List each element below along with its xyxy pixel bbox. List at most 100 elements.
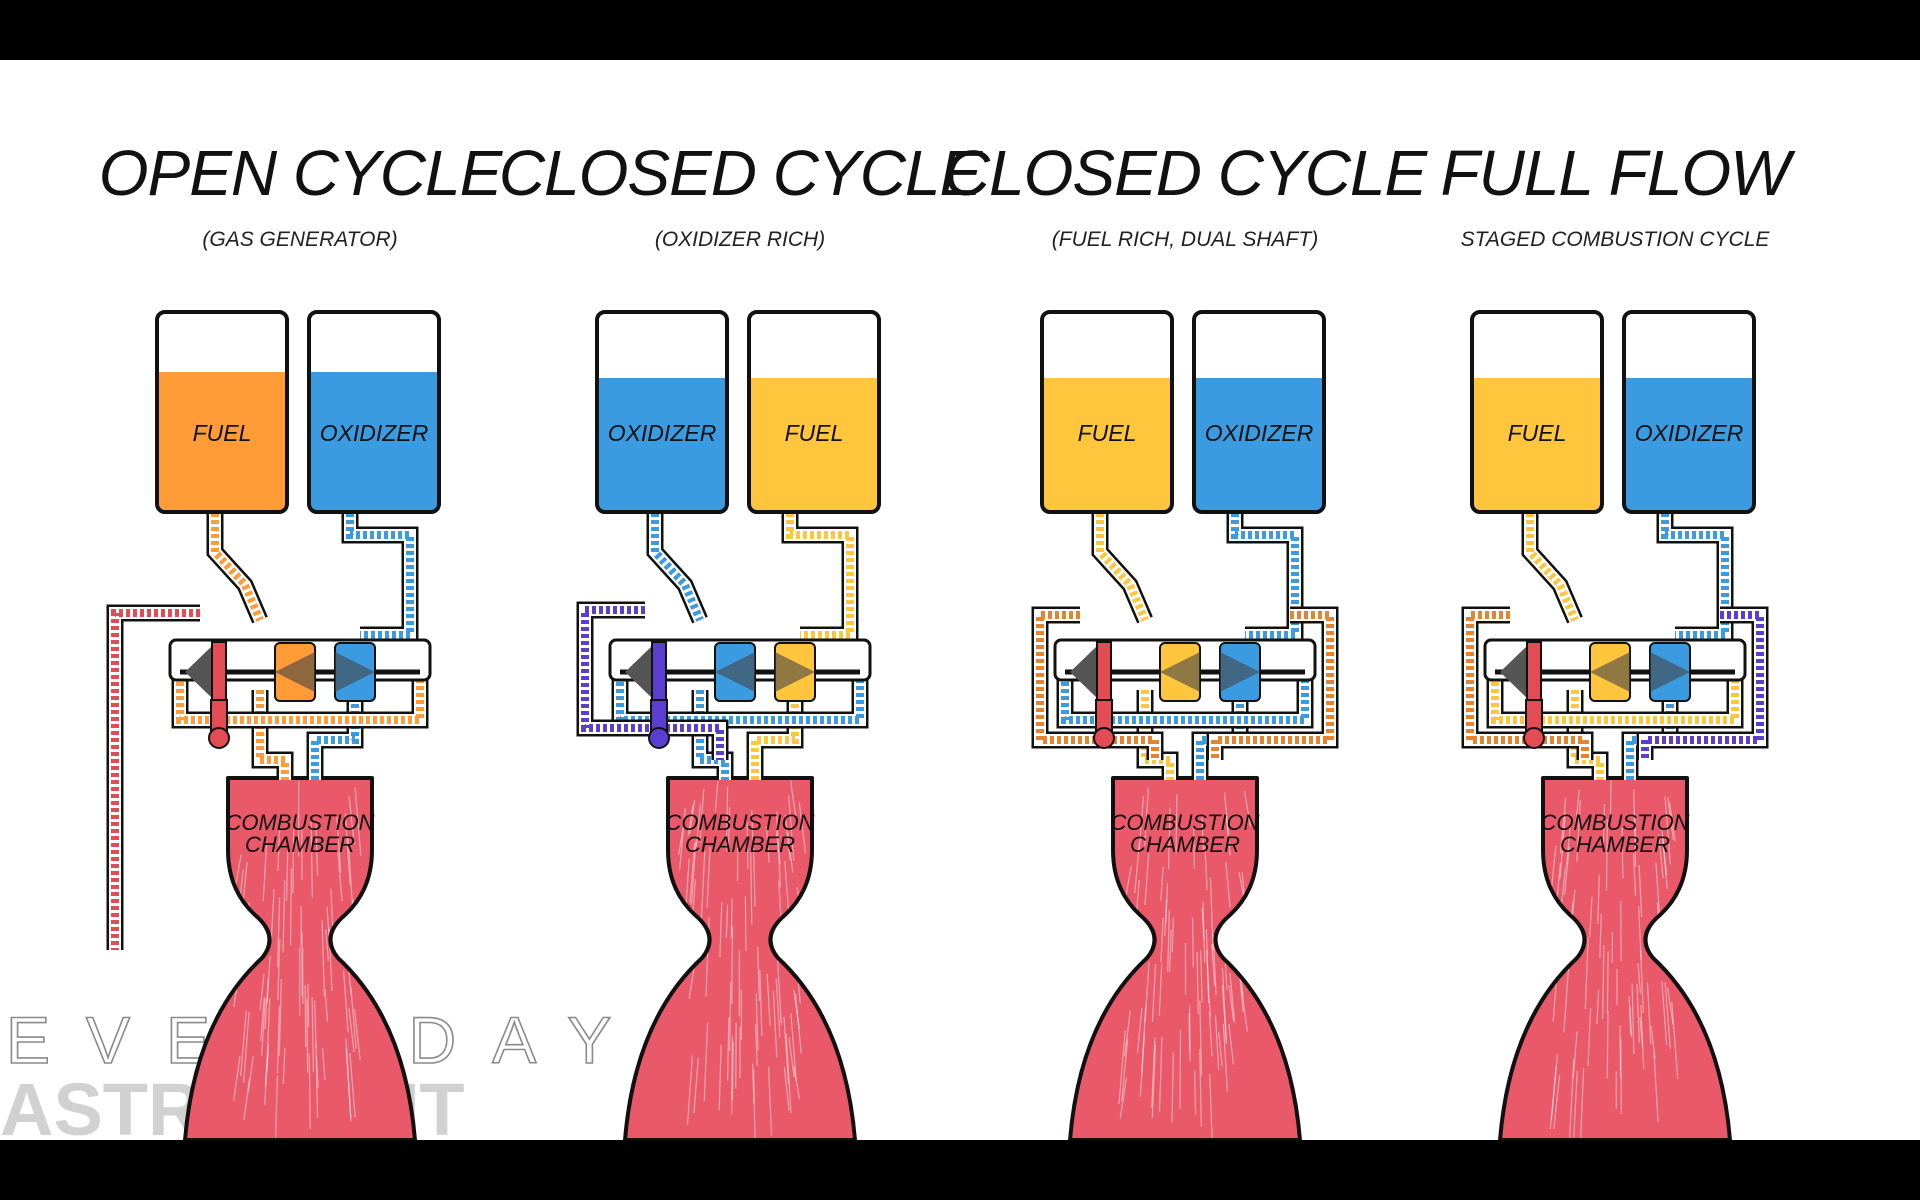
chamber-label-line2: CHAMBER bbox=[1130, 832, 1240, 857]
left-tank-fill bbox=[1044, 378, 1170, 510]
oxidizer-line bbox=[1226, 513, 1304, 644]
panel-title: FULL FLOW bbox=[1441, 137, 1797, 209]
oxidizer-feed-line bbox=[306, 690, 364, 780]
panel-subtitle: (FUEL RICH, DUAL SHAFT) bbox=[1052, 228, 1318, 251]
turbopump bbox=[608, 638, 872, 749]
right-tank: OXIDIZER bbox=[307, 310, 441, 514]
oxidizer-line bbox=[781, 513, 859, 644]
right-tank-outline bbox=[307, 310, 441, 514]
fuel-pump bbox=[1159, 642, 1201, 702]
left-tank-outline bbox=[595, 310, 729, 514]
chamber-label-line1: COMBUSTION bbox=[1110, 810, 1259, 835]
left-tank-label: FUEL bbox=[1508, 420, 1567, 446]
right-tank-outline bbox=[747, 310, 881, 514]
oxidizer-pump bbox=[1649, 642, 1691, 702]
panel-title: OPEN CYCLE bbox=[99, 137, 504, 209]
right-tank-fill bbox=[311, 372, 437, 510]
right-tank-outline bbox=[1622, 310, 1756, 514]
combustion-chamber bbox=[185, 778, 415, 1140]
chamber-outline bbox=[623, 776, 857, 1140]
chamber-label-line1: COMBUSTION bbox=[665, 810, 814, 835]
cycle-panel-3: CLOSED CYCLE (FUEL RICH, DUAL SHAFT) COMBU… bbox=[944, 137, 1430, 1140]
preburner-line bbox=[1486, 675, 1744, 729]
oxidizer-pump bbox=[1219, 642, 1261, 702]
oxidizer-pump bbox=[334, 642, 376, 702]
right-tank-outline bbox=[1192, 310, 1326, 514]
combustion-chamber bbox=[1070, 778, 1300, 1140]
right-tank: FUEL bbox=[747, 310, 881, 514]
chamber-outline bbox=[1498, 776, 1732, 1140]
fuel-line bbox=[1091, 513, 1153, 624]
preburner-line bbox=[611, 675, 869, 729]
chamber-label-line2: CHAMBER bbox=[245, 832, 355, 857]
turbine bbox=[625, 641, 667, 703]
fuel-pump bbox=[274, 642, 316, 702]
left-tank-label: FUEL bbox=[193, 420, 252, 446]
preburner-outlet bbox=[648, 727, 670, 749]
chamber-outline bbox=[1068, 776, 1302, 1140]
right-tank-label: OXIDIZER bbox=[1635, 420, 1744, 446]
fuel-line bbox=[1521, 513, 1583, 624]
left-tank-fill bbox=[1474, 378, 1600, 510]
left-tank-label: FUEL bbox=[1078, 420, 1137, 446]
chamber-label-line1: COMBUSTION bbox=[1540, 810, 1689, 835]
right-tank-label: OXIDIZER bbox=[1205, 420, 1314, 446]
turbine-exhaust-right bbox=[1206, 606, 1339, 760]
fuel-pump bbox=[1589, 642, 1631, 702]
panel-subtitle: STAGED COMBUSTION CYCLE bbox=[1461, 228, 1771, 251]
cycle-panel-4: FULL FLOW STAGED COMBUSTION CYCLE COMBUSTI… bbox=[1441, 137, 1797, 1140]
cycle-panels: OPEN CYCLE(GAS GENERATOR)COMBUSTIONCHAMB… bbox=[99, 137, 1797, 1140]
oxidizer-pump bbox=[774, 642, 816, 702]
turbopump bbox=[1053, 638, 1317, 749]
turbopump bbox=[1483, 638, 1747, 749]
oxidizer-line bbox=[1656, 513, 1734, 644]
cycle-panel-2: CLOSED CYCLE (OXIDIZER RICH) COMBUSTIONCHA… bbox=[499, 137, 985, 1140]
right-tank-fill bbox=[1626, 378, 1752, 510]
turbine-exhaust-line bbox=[106, 604, 200, 950]
combustion-chamber bbox=[1500, 778, 1730, 1140]
fuel-line bbox=[206, 513, 268, 624]
panel-subtitle: (OXIDIZER RICH) bbox=[655, 228, 825, 251]
fuel-pump bbox=[714, 642, 756, 702]
left-tank: FUEL bbox=[1040, 310, 1174, 514]
preburner-line bbox=[1056, 675, 1314, 729]
diagram-canvas: EVERYDAY ASTRONAUT OPEN CYCLE(GAS GENERA… bbox=[0, 60, 1920, 1140]
engine-cycles-diagram: EVERYDAY ASTRONAUT OPEN CYCLE(GAS GENERA… bbox=[0, 137, 1797, 1140]
preburner-outlet bbox=[1523, 727, 1545, 749]
right-tank: OXIDIZER bbox=[1622, 310, 1756, 514]
left-tank-outline bbox=[1470, 310, 1604, 514]
turbine-exhaust-left bbox=[1031, 606, 1164, 760]
left-tank-outline bbox=[1040, 310, 1174, 514]
left-tank-outline bbox=[155, 310, 289, 514]
left-tank: FUEL bbox=[155, 310, 289, 514]
fuel-line bbox=[646, 513, 708, 624]
exhaust-plume bbox=[1118, 786, 1252, 1140]
panel-title: CLOSED CYCLE bbox=[944, 137, 1429, 209]
left-tank: FUEL bbox=[1470, 310, 1604, 514]
preburner-line bbox=[171, 675, 429, 729]
panel-title: CLOSED CYCLE bbox=[499, 137, 984, 209]
left-tank-fill bbox=[159, 372, 285, 510]
right-tank-label: OXIDIZER bbox=[320, 420, 429, 446]
turbine-exhaust-right bbox=[1636, 606, 1769, 760]
right-tank-fill bbox=[1196, 378, 1322, 510]
fuel-feed-line bbox=[251, 690, 294, 780]
chamber-label-line2: CHAMBER bbox=[1560, 832, 1670, 857]
combustion-chamber bbox=[625, 778, 855, 1140]
chamber-label-line1: COMBUSTION bbox=[225, 810, 374, 835]
turbopump bbox=[168, 638, 432, 749]
chamber-outline bbox=[183, 776, 417, 1140]
right-tank: OXIDIZER bbox=[1192, 310, 1326, 514]
chamber-label-line2: CHAMBER bbox=[685, 832, 795, 857]
right-tank-label: FUEL bbox=[785, 420, 844, 446]
turbine-exhaust-left bbox=[1461, 606, 1594, 760]
oxidizer-feed-line bbox=[746, 690, 804, 780]
right-tank-fill bbox=[751, 378, 877, 510]
left-tank-label: OXIDIZER bbox=[608, 420, 717, 446]
preburner-outlet bbox=[208, 727, 230, 749]
left-tank: OXIDIZER bbox=[595, 310, 729, 514]
preburner-outlet bbox=[1093, 727, 1115, 749]
oxidizer-line bbox=[341, 513, 419, 644]
left-tank-fill bbox=[599, 378, 725, 510]
panel-subtitle: (GAS GENERATOR) bbox=[202, 228, 397, 251]
